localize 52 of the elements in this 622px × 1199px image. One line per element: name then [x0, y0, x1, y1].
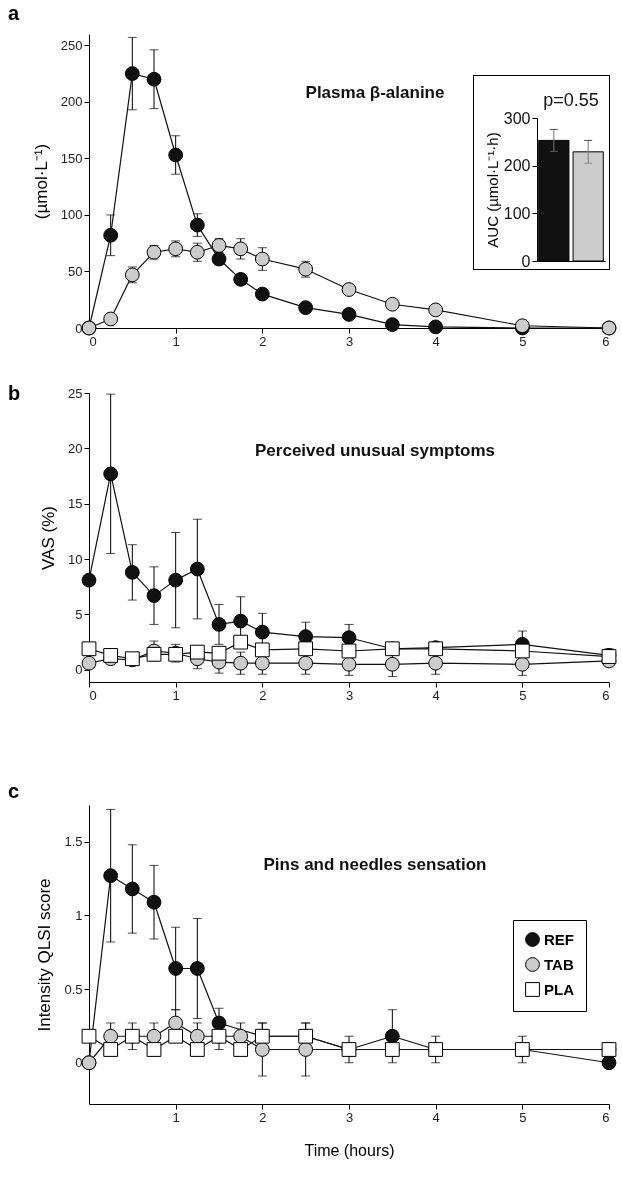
- y-axis-title: AUC (µmol·L⁻¹·h): [483, 132, 501, 248]
- text: b: [8, 382, 21, 405]
- x-tick-label: 6: [602, 333, 610, 349]
- x-tick-label: 4: [432, 687, 440, 703]
- x-tick-label: 0: [89, 333, 97, 349]
- y-tick-label: 10: [68, 551, 83, 567]
- x-tick-label: 2: [259, 687, 267, 703]
- x-tick-label: 3: [345, 1109, 354, 1125]
- legend-label: TAB: [544, 955, 574, 973]
- x-tick-label: 1: [172, 333, 180, 349]
- y-tick-label: 0: [75, 320, 83, 336]
- text: Plasma β-alanine: [305, 82, 445, 102]
- y-tick-label: 300: [503, 109, 531, 127]
- y-tick-label: 200: [503, 157, 531, 175]
- y-tick-label: 0: [75, 662, 83, 678]
- y-axis-title: VAS (%): [39, 506, 59, 570]
- y-tick-label: 250: [60, 37, 83, 53]
- x-tick-label: 1: [172, 687, 180, 703]
- y-tick-label: 100: [60, 207, 83, 223]
- x-tick-label: 3: [345, 687, 354, 703]
- y-axis-title: (µmol·L⁻¹): [31, 143, 51, 220]
- y-tick-label: 20: [68, 440, 83, 456]
- x-tick-label: 4: [432, 333, 440, 349]
- x-tick-label: 2: [259, 1109, 267, 1125]
- y-tick-label: 15: [68, 496, 83, 512]
- text: Perceived unusual symptoms: [255, 440, 495, 460]
- y-tick-label: 1.5: [64, 834, 83, 850]
- x-tick-label: 6: [602, 687, 610, 703]
- y-tick-label: 0.5: [64, 981, 83, 997]
- x-axis-title: Time (hours): [304, 1141, 395, 1159]
- x-tick-label: 2: [259, 333, 267, 349]
- x-tick-label: 1: [172, 1109, 180, 1125]
- y-tick-label: 25: [68, 385, 83, 401]
- legend-label: PLA: [544, 980, 575, 998]
- y-tick-label: 150: [60, 150, 83, 166]
- y-tick-label: 5: [75, 606, 83, 622]
- x-tick-label: 6: [602, 1109, 610, 1125]
- y-tick-label: 200: [60, 94, 83, 110]
- y-tick-label: 100: [503, 204, 531, 222]
- x-tick-label: 3: [345, 333, 354, 349]
- legend-label: REF: [544, 930, 574, 948]
- y-axis-title: Intensity QLSI score: [35, 878, 55, 1032]
- text: Pins and needles sensation: [263, 854, 487, 874]
- y-tick-label: 1: [75, 907, 83, 923]
- y-tick-label: 0: [75, 1055, 83, 1071]
- x-tick-label: 4: [432, 1109, 440, 1125]
- x-tick-label: 0: [89, 687, 97, 703]
- text: c: [8, 780, 20, 803]
- y-tick-label: 50: [68, 263, 83, 279]
- y-tick-label: 0: [521, 252, 531, 270]
- text: a: [8, 2, 20, 25]
- annotation: p=0.55: [543, 90, 599, 110]
